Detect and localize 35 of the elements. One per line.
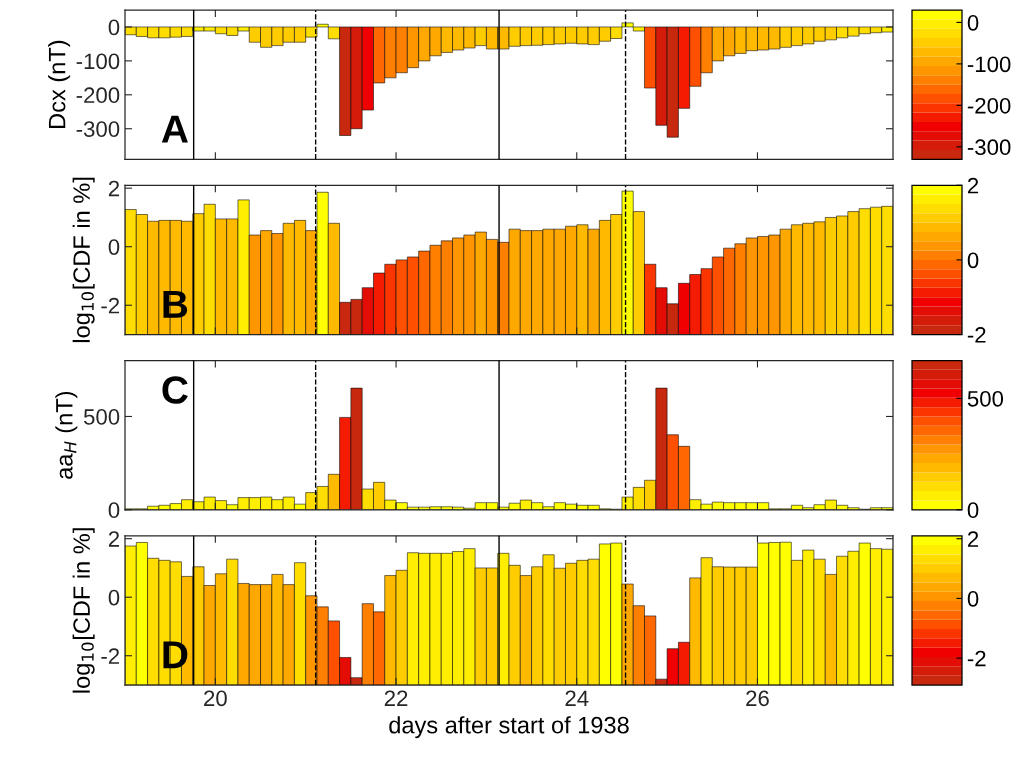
y-tick-label: 0 xyxy=(108,19,120,36)
color-bar-label: 0 xyxy=(967,590,979,607)
color-bar-label: 2 xyxy=(967,531,979,547)
color-bar-label: 0 xyxy=(967,502,979,519)
y-tick-label: 0 xyxy=(108,239,120,255)
color-bar-label: 500 xyxy=(967,390,1004,407)
color-bar-label: 0 xyxy=(967,252,979,269)
y-axis-title: log$_{10}$[CDF in %] xyxy=(72,177,95,343)
x-tick-label: 26 xyxy=(746,690,769,707)
y-tick-label: -100 xyxy=(76,53,120,70)
y-tick-label: 2 xyxy=(108,180,120,197)
y-tick-label: -300 xyxy=(76,121,120,137)
y-tick-label: -2 xyxy=(101,648,120,664)
y-tick-label: 0 xyxy=(108,502,120,519)
color-bar-label: -2 xyxy=(967,650,986,667)
y-tick-label: -200 xyxy=(76,87,120,104)
color-bar-label: -200 xyxy=(967,97,1011,114)
x-tick-label: 24 xyxy=(565,690,589,706)
annotation: A xyxy=(161,115,188,143)
color-bar-label: -100 xyxy=(967,56,1011,73)
y-axis-title: Dcx (nT) xyxy=(48,40,71,128)
x-tick-label: 20 xyxy=(204,690,227,707)
color-bar-label: -300 xyxy=(967,139,1011,156)
y-tick-label: -2 xyxy=(101,297,120,314)
color-bar-label: -2 xyxy=(967,327,986,343)
color-bar-label: 2 xyxy=(967,177,979,194)
y-tick-label: 2 xyxy=(108,531,120,547)
y-tick-label: 500 xyxy=(83,409,120,425)
color-bar-label: 0 xyxy=(967,14,979,31)
annotation: C xyxy=(162,376,188,404)
y-tick-label: 0 xyxy=(108,589,120,606)
x-tick-label: 22 xyxy=(384,690,408,706)
y-axis-title: aa$_{H}$ (nT) xyxy=(55,391,78,479)
y-axis-title: log$_{10}$[CDF in %] xyxy=(72,528,95,693)
x-axis-title: days after start of 1938 xyxy=(389,716,629,739)
